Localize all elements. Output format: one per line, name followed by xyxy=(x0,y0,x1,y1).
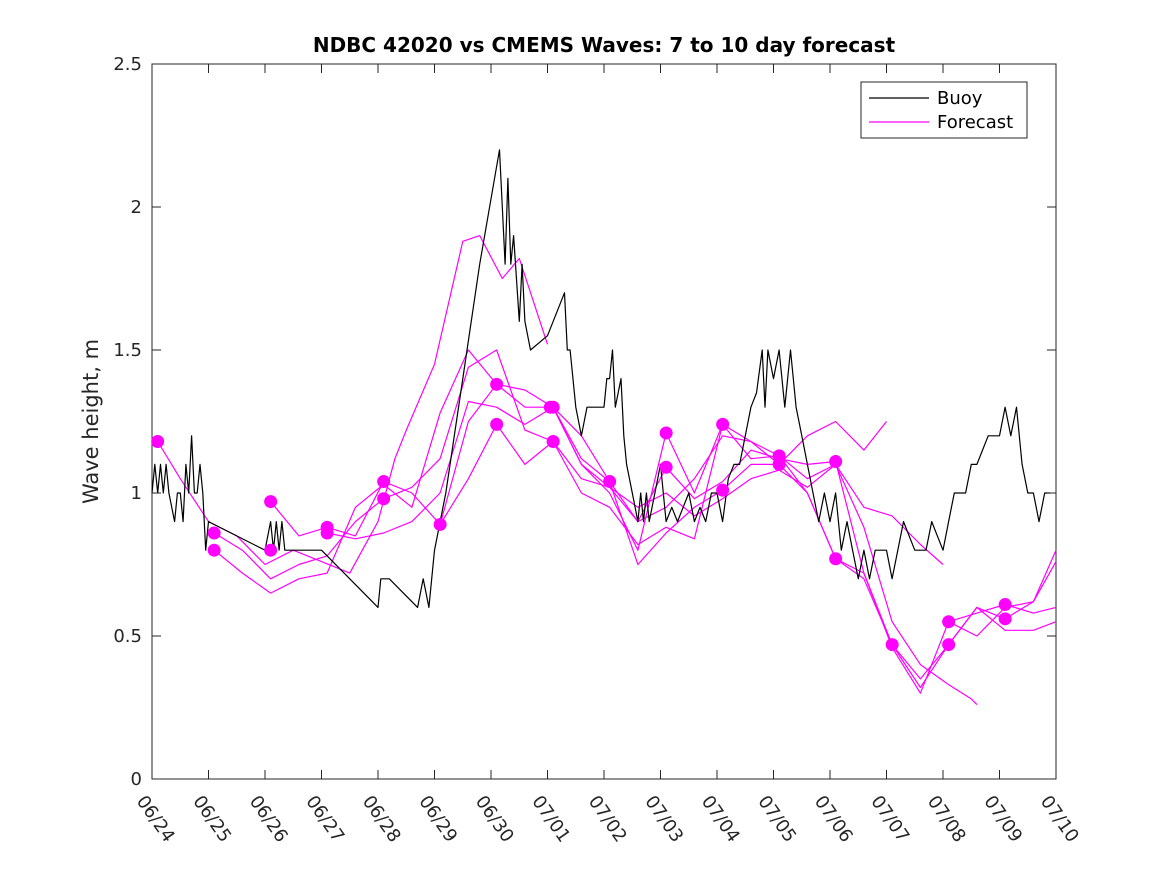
x-tick-label: 07/03 xyxy=(640,792,687,847)
forecast-series-line xyxy=(552,406,1057,689)
x-tick-label: 06/27 xyxy=(301,792,348,847)
forecast-marker xyxy=(320,526,334,540)
forecast-marker xyxy=(885,638,899,652)
forecast-marker xyxy=(829,455,843,469)
forecast-marker xyxy=(603,475,617,489)
x-tick-label: 06/26 xyxy=(245,792,292,847)
plot-frame xyxy=(151,63,1057,780)
forecast-marker xyxy=(207,526,221,540)
chart-title: NDBC 42020 vs CMEMS Waves: 7 to 10 day f… xyxy=(313,33,896,57)
y-tick-label: 0.5 xyxy=(113,626,142,647)
y-axis-label: Wave height, m xyxy=(79,339,103,504)
y-tick-label: 2 xyxy=(131,197,142,218)
x-tick-label: 07/04 xyxy=(697,792,744,847)
y-tick-label: 1 xyxy=(131,483,142,504)
x-tick-label: 07/05 xyxy=(753,792,800,847)
forecast-marker xyxy=(942,615,956,629)
x-tick-label: 06/24 xyxy=(132,792,179,847)
forecast-marker xyxy=(998,598,1012,612)
forecast-series-line xyxy=(157,235,549,574)
forecast-marker xyxy=(716,417,730,431)
x-tick-label: 07/10 xyxy=(1036,792,1083,847)
x-tick-label: 07/06 xyxy=(810,792,857,847)
y-tick-label: 0 xyxy=(131,769,142,790)
forecast-marker xyxy=(772,457,786,471)
forecast-marker xyxy=(264,495,278,509)
y-tick-label: 2.5 xyxy=(113,54,142,75)
forecast-marker xyxy=(377,475,391,489)
x-tick-label: 06/28 xyxy=(358,792,405,847)
forecast-marker xyxy=(829,552,843,566)
forecast-series-line xyxy=(439,383,1057,694)
y-tick-label: 1.5 xyxy=(113,340,142,361)
x-tick-label: 07/01 xyxy=(527,792,574,847)
legend-label-buoy: Buoy xyxy=(937,88,983,109)
x-tick-label: 06/25 xyxy=(188,792,235,847)
forecast-marker xyxy=(490,377,504,391)
forecast-series-line xyxy=(270,423,978,706)
forecast-series-line xyxy=(326,400,1057,680)
forecast-marker xyxy=(264,543,278,557)
forecast-marker xyxy=(207,543,221,557)
forecast-marker xyxy=(543,400,557,414)
forecast-marker xyxy=(433,517,447,531)
y-axis-ticks: 0 0.5 1 1.5 2 2.5 xyxy=(113,54,1056,790)
legend: Buoy Forecast xyxy=(860,81,1028,139)
forecast-markers xyxy=(151,377,1012,652)
x-axis-ticks: 06/24 06/25 06/26 06/27 06/28 06/29 06/30 07/01… xyxy=(132,64,1083,846)
plot-series xyxy=(151,149,1057,706)
x-tick-label: 06/30 xyxy=(471,792,518,847)
x-tick-label: 06/29 xyxy=(414,792,461,847)
legend-label-forecast: Forecast xyxy=(937,112,1013,133)
x-tick-label: 07/09 xyxy=(979,792,1026,847)
forecast-marker xyxy=(659,426,673,440)
forecast-marker xyxy=(942,638,956,652)
forecast-marker xyxy=(546,435,560,449)
x-tick-label: 07/02 xyxy=(584,792,631,847)
forecast-marker xyxy=(151,435,165,449)
forecast-marker xyxy=(490,417,504,431)
legend-box xyxy=(860,81,1028,139)
forecast-marker xyxy=(998,612,1012,626)
plot-axes xyxy=(151,63,1057,780)
x-tick-label: 07/08 xyxy=(923,792,970,847)
forecast-marker xyxy=(659,460,673,474)
x-tick-label: 07/07 xyxy=(866,792,913,847)
forecast-marker xyxy=(716,483,730,497)
forecast-marker xyxy=(377,492,391,506)
